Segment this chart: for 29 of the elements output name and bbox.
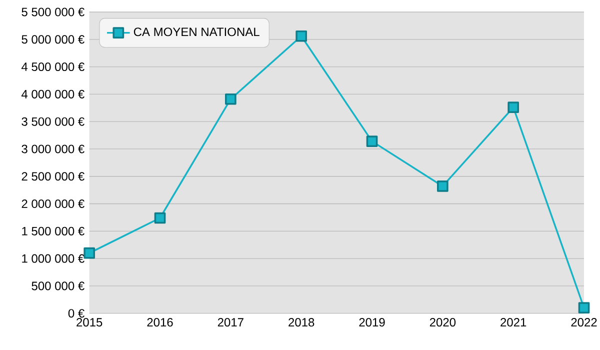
y-tick-label: 500 000 €: [32, 282, 84, 290]
y-tick-label: 2 500 000 €: [22, 172, 84, 181]
point: [296, 30, 308, 42]
y-tick-label: 2 000 000 €: [22, 200, 84, 208]
y-tick-label: 0 €: [68, 309, 84, 318]
point: [578, 302, 590, 314]
x-tick-label: 2018: [288, 318, 314, 327]
y-tick-label: 1 000 000 €: [22, 254, 84, 263]
y-tick-label: 5 500 000 €: [22, 8, 84, 16]
y-tick-label: 4 500 000 €: [22, 62, 84, 72]
x-tick-label: 2021: [500, 318, 526, 327]
y-tick-label: 3 000 000 €: [22, 144, 84, 154]
y-tick-label: 3 500 000 €: [22, 117, 84, 126]
x-tick-label: 2019: [359, 318, 385, 327]
x-tick-label: 2015: [76, 318, 102, 327]
point: [437, 180, 448, 192]
point: [225, 93, 236, 105]
y-tick-label: 1 500 000 €: [22, 226, 84, 236]
x-tick-label: 2017: [218, 318, 244, 327]
x-tick-label: 2022: [571, 318, 597, 327]
point: [366, 136, 378, 147]
y-tick-label: 4 000 000 €: [22, 90, 84, 98]
x-tick-label: 2020: [430, 318, 456, 327]
legend-label: CA MOYEN NATIONAL: [134, 28, 260, 36]
point: [84, 247, 96, 259]
x-tick-label: 2016: [147, 318, 173, 327]
point: [508, 102, 520, 113]
y-tick-label: 5 000 000 €: [22, 35, 84, 44]
point: [154, 212, 166, 224]
